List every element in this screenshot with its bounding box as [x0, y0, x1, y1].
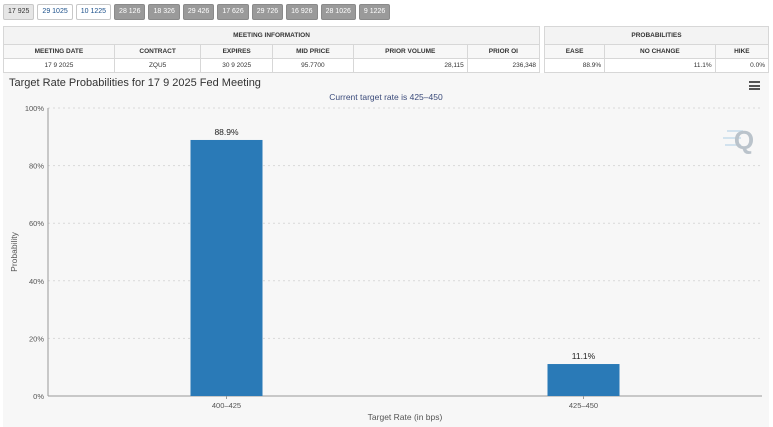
x-axis-title: Target Rate (in bps) — [368, 412, 443, 422]
meeting-tab[interactable]: 9 1226 — [358, 4, 391, 20]
meeting-tab[interactable]: 17 925 — [3, 4, 35, 20]
hamburger-menu-icon[interactable] — [749, 81, 760, 90]
expires-cell: 30 9 2025 — [200, 58, 273, 73]
meeting-tab[interactable]: 28 126 — [114, 4, 146, 20]
column-header: EASE — [543, 44, 606, 59]
meeting-date-cell: 17 9 2025 — [3, 58, 115, 73]
meeting-tab[interactable]: 29 426 — [182, 4, 215, 20]
chart-title: Target Rate Probabilities for 17 9 2025 … — [9, 77, 261, 89]
meeting-tab[interactable]: 16 926 — [286, 4, 318, 20]
meeting-tab[interactable]: 29 1025 — [37, 4, 73, 20]
probabilities-header: PROBABILITIES — [544, 26, 769, 45]
meeting-information-table: MEETING INFORMATION MEETING DATE CONTRAC… — [3, 26, 541, 73]
data-label: 88.9% — [214, 127, 239, 137]
meeting-information-header: MEETING INFORMATION — [3, 26, 540, 45]
prior-oi-cell: 236,348 — [466, 58, 541, 73]
meeting-tab[interactable]: 28 1026 — [320, 4, 356, 20]
no-change-cell: 11.1% — [604, 58, 716, 73]
meeting-tabs: 17 925 29 1025 10 1225 28 126 18 326 29 … — [3, 4, 391, 20]
bar-425-450 — [547, 364, 620, 396]
y-tick-label: 60% — [29, 219, 44, 228]
bar-chart: Current target rate is 425–450 0% 20% 40% 60… — [9, 92, 762, 422]
column-header: PRIOR OI — [466, 44, 541, 59]
mid-price-cell: 95.7700 — [271, 58, 354, 73]
bar-400-425 — [190, 139, 263, 396]
quikstrike-logo-icon: Q — [723, 125, 754, 155]
column-header: NO CHANGE — [604, 44, 716, 59]
column-header: PRIOR VOLUME — [352, 44, 468, 59]
hike-cell: 0.0% — [714, 58, 770, 73]
meeting-tab[interactable]: 18 326 — [148, 4, 180, 20]
y-tick-label: 80% — [29, 162, 44, 171]
ease-cell: 88.9% — [543, 58, 606, 73]
x-tick-label: 400–425 — [212, 401, 241, 410]
svg-text:Q: Q — [734, 125, 754, 155]
y-tick-label: 40% — [29, 277, 44, 286]
meeting-tab[interactable]: 29 726 — [251, 4, 284, 20]
column-header: CONTRACT — [113, 44, 202, 59]
chart-container: Target Rate Probabilities for 17 9 2025 … — [3, 73, 769, 427]
y-axis-title: Probability — [9, 231, 19, 271]
meeting-tab[interactable]: 17 626 — [217, 4, 249, 20]
table-row: 17 9 2025 ZQU5 30 9 2025 95.7700 28,115 … — [3, 58, 541, 73]
y-tick-label: 20% — [29, 334, 44, 343]
y-tick-label: 100% — [25, 104, 45, 113]
prior-volume-cell: 28,115 — [352, 58, 468, 73]
info-tables: MEETING INFORMATION MEETING DATE CONTRAC… — [3, 26, 770, 73]
column-header: HIKE — [714, 44, 770, 59]
column-header: EXPIRES — [200, 44, 273, 59]
column-header: MEETING DATE — [3, 44, 115, 59]
x-tick-label: 425–450 — [569, 401, 598, 410]
probabilities-table: PROBABILITIES EASE NO CHANGE HIKE 88.9% … — [543, 26, 770, 73]
column-header: MID PRICE — [271, 44, 354, 59]
meeting-tab[interactable]: 10 1225 — [75, 4, 112, 20]
y-tick-label: 0% — [33, 392, 44, 401]
chart-subtitle: Current target rate is 425–450 — [329, 92, 443, 102]
data-label: 11.1% — [572, 351, 596, 361]
table-row: 88.9% 11.1% 0.0% — [543, 58, 770, 73]
contract-cell: ZQU5 — [113, 58, 202, 73]
